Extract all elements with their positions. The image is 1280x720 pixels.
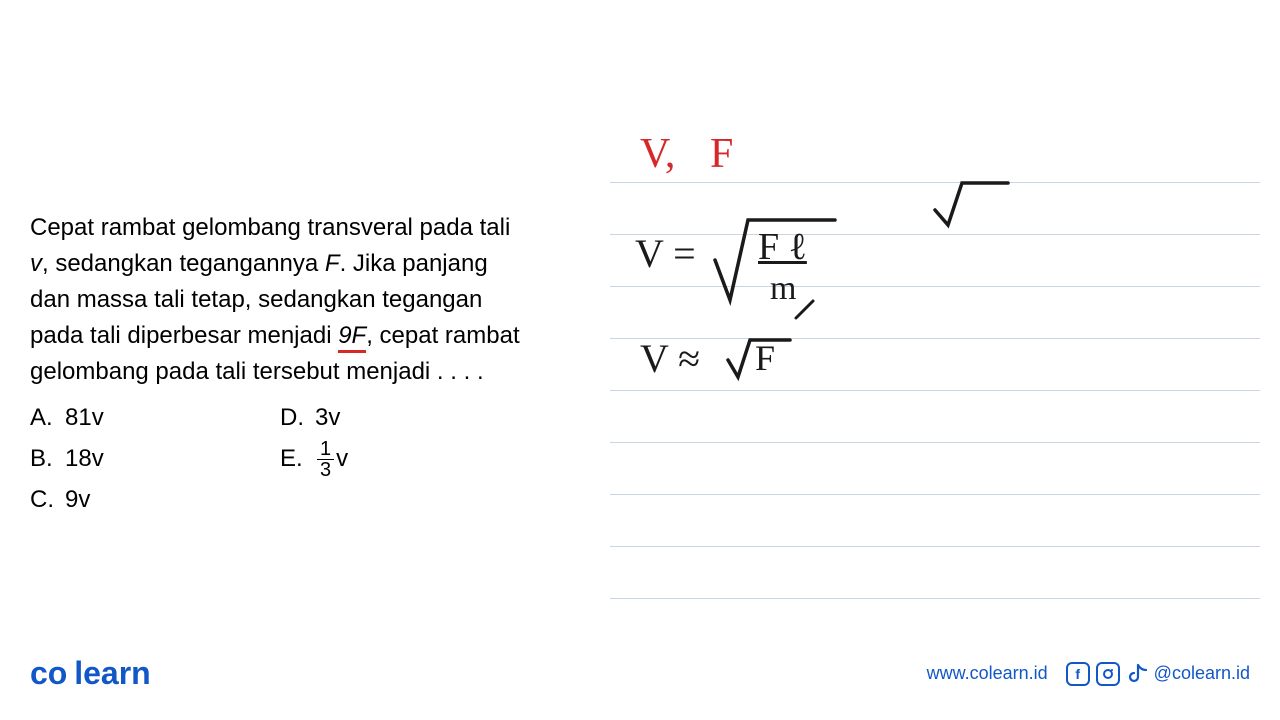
facebook-icon: f [1066, 662, 1090, 686]
slash-mark-icon [793, 298, 818, 323]
tiktok-icon [1126, 662, 1148, 686]
work-area: V, F V = F ℓ m V ≈ F [610, 130, 1260, 630]
option-b: B.18v [30, 439, 280, 480]
q-line2b: , sedangkan tegangannya [42, 250, 325, 277]
instagram-icon [1096, 662, 1120, 686]
ruled-line [610, 286, 1260, 287]
hw-formula2-v: V ≈ [640, 335, 700, 382]
option-e: E.13v [280, 439, 348, 480]
option-a: A.81v [30, 398, 280, 439]
q-line4c: , cepat rambat [366, 322, 519, 349]
footer-handle: @colearn.id [1154, 663, 1250, 684]
ruled-line [610, 390, 1260, 391]
hw-sqrt-f: F [755, 337, 775, 379]
question-panel: Cepat rambat gelombang transveral pada t… [30, 210, 580, 521]
q-line1: Cepat rambat gelombang transveral pada t… [30, 214, 510, 241]
footer-url: www.colearn.id [927, 663, 1048, 684]
ruled-line [610, 494, 1260, 495]
q-v: v [30, 250, 42, 277]
question-text: Cepat rambat gelombang transveral pada t… [30, 210, 580, 390]
q-line2d: . Jika panjang [340, 250, 488, 277]
hw-v-red: V, [640, 130, 675, 178]
hw-formula1-v: V = [635, 230, 696, 277]
logo-co: co [30, 655, 67, 691]
ruled-line [610, 338, 1260, 339]
q-line3: dan massa tali tetap, sedangkan tegangan [30, 286, 482, 313]
q-line5: gelombang pada tali tersebut menjadi . .… [30, 358, 484, 385]
ruled-line [610, 598, 1260, 599]
sqrt-mark-icon [930, 175, 1010, 235]
q-line4a: pada tali diperbesar menjadi [30, 322, 338, 349]
hw-f-red: F [710, 130, 733, 178]
option-c: C.9v [30, 480, 280, 521]
hw-fl: F ℓ [758, 225, 807, 269]
ruled-line [610, 546, 1260, 547]
logo-learn: learn [74, 655, 150, 691]
footer: co learn www.colearn.id f @colearn.id [0, 655, 1280, 692]
footer-right: www.colearn.id f @colearn.id [927, 662, 1250, 686]
logo: co learn [30, 655, 151, 692]
options-list: A.81v D.3v B.18v E.13v C.9v [30, 398, 580, 521]
q-9F: 9F [338, 322, 366, 353]
q-F: F [325, 250, 340, 277]
social-icons: f @colearn.id [1066, 662, 1250, 686]
option-d: D.3v [280, 398, 340, 439]
ruled-line [610, 442, 1260, 443]
